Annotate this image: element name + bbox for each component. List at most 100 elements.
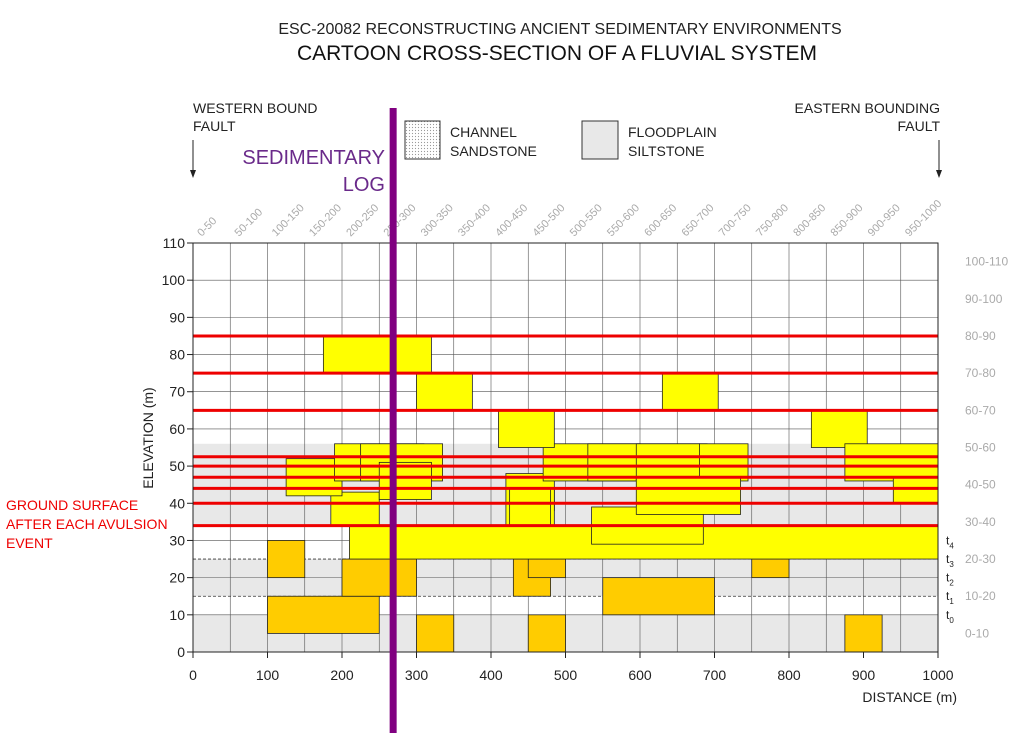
x-interval-label: 900-950 — [866, 202, 903, 239]
y-interval-label: 10-20 — [965, 589, 996, 603]
channel-sandstone-swatch — [404, 120, 441, 160]
channel-body-27 — [661, 372, 719, 411]
channel-body-24 — [635, 476, 741, 515]
channel-body-7 — [602, 577, 715, 616]
x-interval-label: 300-350 — [419, 202, 456, 239]
x-interval-label: 500-550 — [568, 202, 605, 239]
channel-body-15 — [509, 487, 551, 526]
ground-surface-label-line-2: AFTER EACH AVULSION — [6, 516, 168, 532]
channel-body-0 — [267, 540, 306, 579]
y-tick-label: 110 — [163, 235, 186, 251]
western-fault-label-line-2: FAULT — [193, 118, 236, 134]
y-tick-label: 0 — [177, 644, 185, 660]
y-interval-label: 50-60 — [965, 441, 996, 455]
y-interval-label: 20-30 — [965, 552, 996, 566]
y-tick-label: 10 — [169, 607, 185, 623]
channel-body-30 — [844, 443, 939, 482]
floodplain-siltstone-label-line-2: SILTSTONE — [628, 143, 705, 159]
x-tick-label: 100 — [256, 667, 280, 683]
x-interval-label: 50-100 — [233, 206, 266, 239]
x-interval-label: 150-200 — [307, 202, 344, 239]
x-tick-label: 700 — [703, 667, 727, 683]
channel-layer — [267, 335, 939, 653]
channel-body-31 — [892, 476, 939, 504]
x-tick-label: 300 — [405, 667, 429, 683]
x-interval-label: 400-450 — [493, 202, 530, 239]
y-interval-label: 90-100 — [965, 292, 1003, 306]
x-interval-label: 750-800 — [754, 202, 791, 239]
eastern-fault-arrow-icon — [936, 140, 942, 178]
x-tick-label: 200 — [330, 667, 354, 683]
x-interval-label: 200-250 — [344, 202, 381, 239]
x-axis-title: DISTANCE (m) — [862, 689, 957, 705]
x-interval-label: 800-850 — [791, 202, 828, 239]
eastern-fault-label-line-1: EASTERN BOUNDING — [795, 100, 940, 116]
x-interval-label: 850-900 — [829, 202, 866, 239]
x-interval-label: 700-750 — [717, 202, 754, 239]
channel-body-2 — [341, 558, 417, 597]
x-tick-label: 900 — [852, 667, 876, 683]
ground-surface-label-line-3: EVENT — [6, 535, 53, 551]
channel-body-23 — [699, 443, 749, 482]
channel-body-19 — [378, 461, 432, 500]
y-tick-label: 80 — [169, 347, 185, 363]
x-tick-label: 500 — [554, 667, 578, 683]
eastern-fault-label-line-2: FAULT — [897, 118, 940, 134]
y-tick-label: 70 — [169, 384, 185, 400]
x-interval-label: 250-300 — [382, 202, 419, 239]
title-line-1: ESC-20082 RECONSTRUCTING ANCIENT SEDIMEN… — [278, 21, 841, 38]
y-interval-label: 60-70 — [965, 403, 996, 417]
x-interval-label: 950-1000 — [903, 198, 944, 239]
time-label-4: t4 — [946, 533, 954, 550]
ground-surface-label-line-1: GROUND SURFACE — [6, 497, 138, 513]
y-tick-label: 30 — [169, 532, 185, 548]
x-interval-label: 600-650 — [642, 202, 679, 239]
channel-sandstone-label-line-2: SANDSTONE — [450, 143, 537, 159]
y-tick-label: 40 — [169, 495, 185, 511]
floodplain-siltstone-swatch — [581, 120, 619, 160]
time-label-0: t0 — [946, 608, 954, 625]
channel-body-1 — [267, 595, 380, 634]
channel-body-8 — [751, 558, 790, 579]
x-interval-label: 350-400 — [456, 202, 493, 239]
y-interval-label: 40-50 — [965, 478, 996, 492]
x-interval-label: 650-700 — [680, 202, 717, 239]
sedimentary-log-label-line-2: LOG — [343, 174, 385, 196]
x-interval-label: 0-50 — [195, 215, 219, 239]
channel-body-28 — [322, 335, 432, 374]
channel-body-22 — [635, 443, 708, 482]
y-tick-label: 60 — [169, 421, 185, 437]
time-label-3: t3 — [946, 552, 954, 569]
y-interval-label: 70-80 — [965, 366, 996, 380]
y-tick-label: 100 — [162, 272, 186, 288]
channel-body-9 — [844, 614, 883, 653]
channel-body-5 — [527, 558, 566, 579]
channel-body-6 — [527, 614, 566, 653]
channel-body-25 — [498, 409, 555, 448]
time-label-1: t1 — [946, 589, 954, 606]
western-fault-label-line-1: WESTERN BOUND — [193, 100, 317, 116]
y-tick-label: 90 — [169, 309, 185, 325]
channel-body-29 — [810, 409, 868, 448]
y-tick-label: 50 — [169, 458, 185, 474]
floodplain-siltstone-label-line-1: FLOODPLAIN — [628, 124, 717, 140]
x-interval-label: 450-500 — [531, 202, 568, 239]
x-interval-label: 550-600 — [605, 202, 642, 239]
y-interval-label: 100-110 — [965, 255, 1008, 269]
channel-body-3 — [416, 614, 455, 653]
surface-layer — [193, 334, 938, 528]
x-tick-label: 0 — [189, 667, 197, 683]
y-interval-label: 80-90 — [965, 329, 996, 343]
y-tick-label: 20 — [169, 570, 185, 586]
western-fault-arrow-icon — [190, 140, 196, 178]
x-tick-label: 400 — [479, 667, 503, 683]
channel-body-12 — [330, 491, 380, 526]
channel-sandstone-label-line-1: CHANNEL — [450, 124, 517, 140]
x-tick-label: 1000 — [922, 667, 953, 683]
y-interval-label: 0-10 — [965, 626, 989, 640]
y-axis-title: ELEVATION (m) — [140, 387, 156, 488]
sedimentary-log-label-line-1: SEDIMENTARY — [242, 147, 385, 169]
y-interval-label: 30-40 — [965, 515, 996, 529]
title-line-2: CARTOON CROSS-SECTION OF A FLUVIAL SYSTE… — [297, 42, 817, 65]
